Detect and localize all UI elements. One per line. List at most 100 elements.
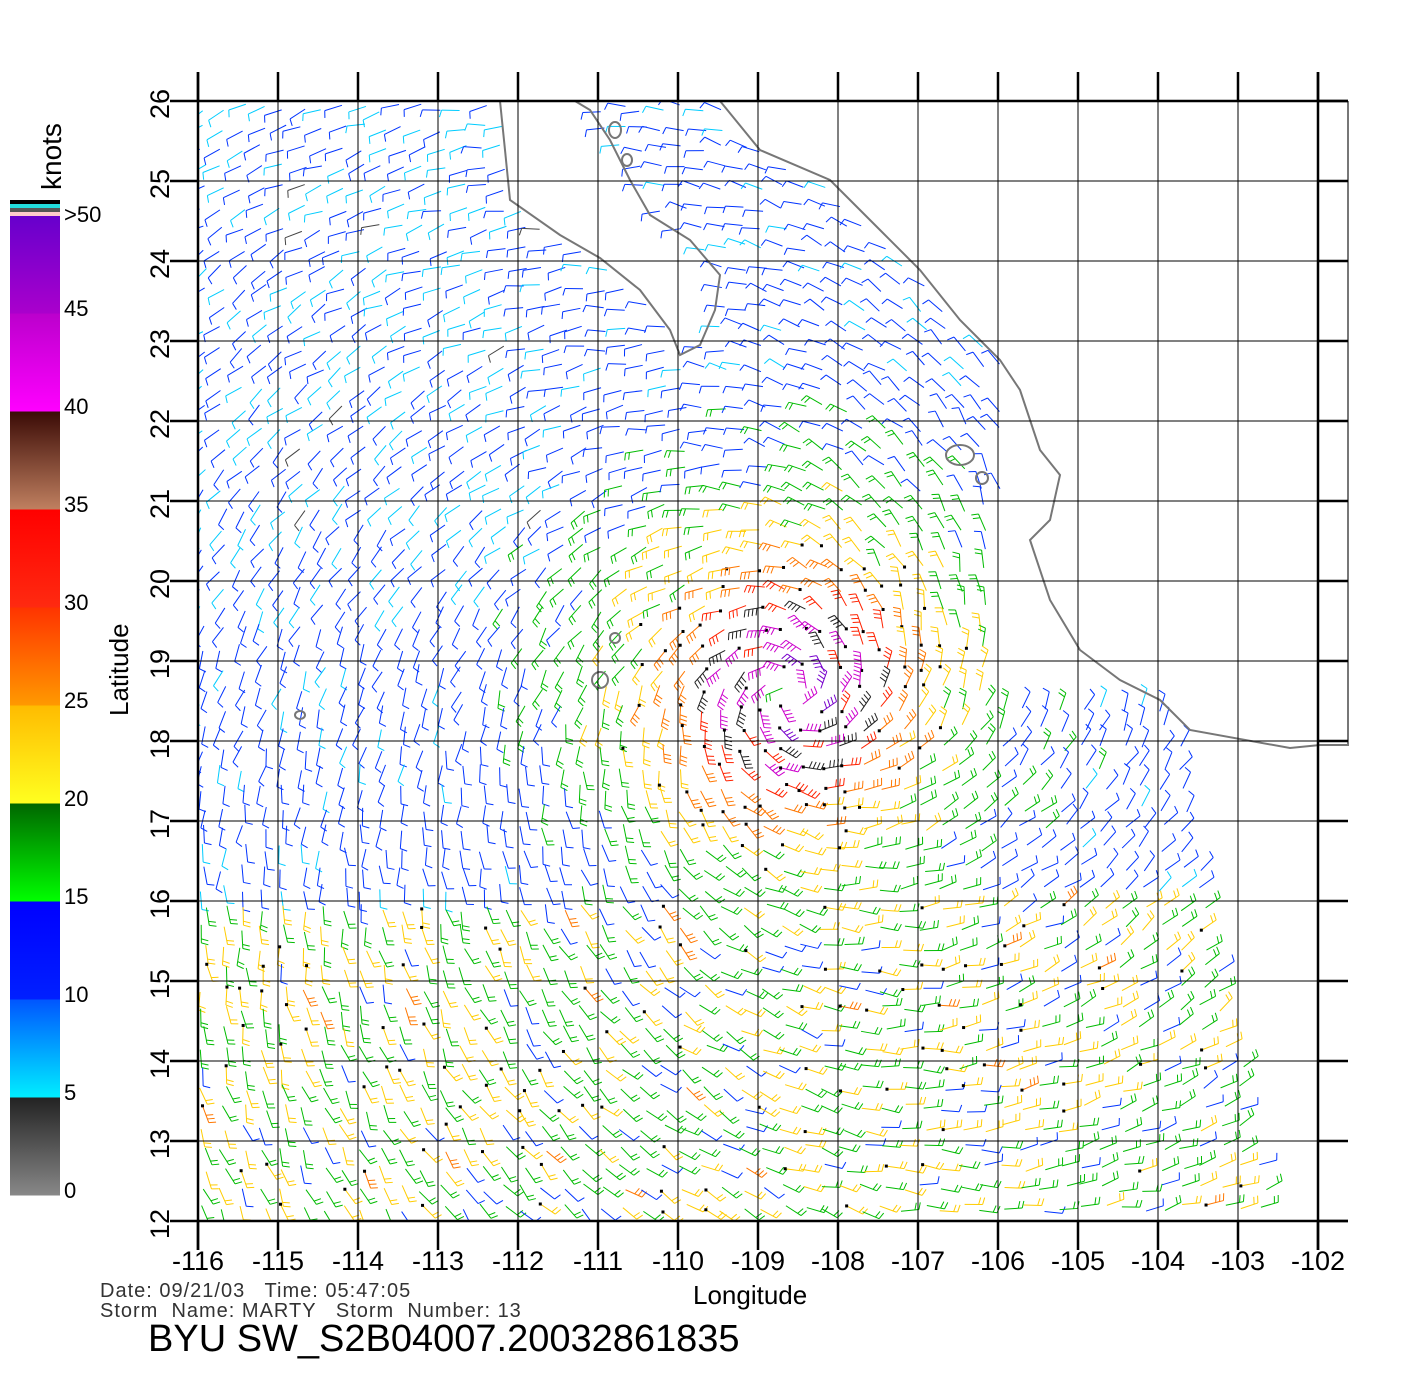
wind-barb	[1060, 908, 1077, 926]
wind-barb	[465, 184, 486, 193]
wind-barb	[928, 410, 944, 428]
wind-barb	[925, 1079, 945, 1090]
wind-barb	[763, 749, 786, 764]
y-tick-label: 12	[145, 1208, 175, 1239]
x-tick-label: -103	[1210, 1246, 1266, 1276]
wind-barb	[228, 488, 241, 509]
y-tick-label: 17	[145, 808, 175, 839]
wind-barb	[541, 303, 561, 315]
wind-barb	[378, 865, 391, 885]
wind-barb	[233, 730, 244, 753]
wind-barb	[463, 289, 481, 305]
wind-barb	[823, 1003, 846, 1012]
wind-barb	[379, 809, 387, 832]
wind-barb	[622, 390, 643, 401]
wind-barb	[1002, 1140, 1024, 1149]
wind-barb	[263, 207, 280, 226]
wind-barb	[279, 1042, 292, 1063]
wind-barb	[256, 645, 268, 667]
wind-barb	[964, 1197, 986, 1206]
wind-barb	[198, 249, 204, 256]
wind-barb	[626, 126, 647, 134]
wind-barb	[717, 688, 729, 711]
wind-barb	[804, 847, 827, 856]
wind-barb	[722, 1043, 745, 1052]
wind-barb	[246, 344, 262, 364]
wind-barb	[262, 1090, 276, 1109]
wind-barb	[359, 1188, 378, 1205]
wind-barb	[662, 744, 672, 765]
wind-barb	[763, 849, 785, 860]
wind-barb	[326, 187, 344, 204]
wind-barb	[232, 446, 247, 466]
wind-barb	[206, 130, 223, 148]
wind-barb	[699, 1004, 721, 1015]
wind-barb	[701, 823, 718, 842]
wind-barb	[398, 1068, 416, 1087]
wind-barb	[1158, 1029, 1176, 1046]
wind-barb	[944, 514, 962, 531]
colorbar-overflow-strip	[10, 208, 60, 212]
wind-barb	[900, 875, 919, 890]
wind-barb	[345, 123, 366, 134]
wind-barb	[525, 1131, 544, 1147]
wind-barb	[619, 110, 640, 121]
island	[975, 471, 989, 485]
wind-barb	[840, 1062, 863, 1071]
wind-barb	[880, 686, 893, 707]
wind-barb	[662, 126, 684, 135]
wind-barb	[765, 225, 787, 233]
wind-barb	[563, 1085, 584, 1099]
wind-barb	[884, 1161, 908, 1170]
wind-barb	[889, 566, 903, 587]
wind-barb	[762, 641, 785, 653]
wind-barb	[878, 861, 900, 869]
wind-barb	[939, 1204, 961, 1213]
wind-barb	[260, 1050, 275, 1068]
wind-barb	[445, 1028, 460, 1047]
wind-barb	[941, 1146, 964, 1155]
wind-barb	[218, 508, 228, 531]
wind-barb	[361, 807, 370, 829]
wind-barb	[582, 447, 603, 458]
wind-barb	[519, 990, 537, 1007]
wind-barb	[502, 851, 516, 869]
wind-barb	[500, 707, 508, 730]
wind-barb	[1164, 747, 1173, 770]
wind-barb	[763, 358, 786, 369]
wind-barb	[425, 1006, 440, 1025]
wind-barb	[280, 784, 290, 806]
wind-barb	[782, 984, 804, 993]
wind-barb	[782, 1184, 805, 1193]
wind-barb	[640, 1130, 661, 1143]
wind-barb	[254, 687, 262, 710]
wind-barb	[581, 1208, 600, 1221]
wind-barb	[541, 349, 560, 363]
wind-barb	[684, 545, 703, 561]
wind-barb	[882, 496, 903, 509]
wind-barb	[397, 764, 405, 787]
wind-barb	[466, 471, 482, 490]
wind-barb	[906, 317, 927, 331]
wind-barb	[923, 839, 943, 851]
wind-barb	[1001, 832, 1018, 849]
wind-barb	[843, 516, 862, 532]
wind-barb	[641, 1189, 663, 1201]
wind-barb	[697, 690, 708, 714]
colorbar-bin-35-40	[10, 411, 60, 510]
wind-barb	[227, 365, 244, 383]
wind-barb	[578, 1024, 596, 1041]
wind-barb	[565, 811, 580, 829]
wind-barb	[824, 986, 847, 995]
wind-barb	[520, 910, 538, 926]
wind-barb	[857, 800, 881, 809]
wind-barb	[780, 200, 802, 209]
wind-barb	[324, 104, 343, 118]
wind-barb	[422, 785, 431, 807]
wind-barb	[1006, 1019, 1026, 1030]
wind-barb	[422, 1148, 443, 1163]
wind-barb	[843, 320, 866, 331]
wind-barb	[282, 810, 290, 831]
wind-barb	[198, 124, 203, 129]
wind-barb	[264, 184, 283, 197]
